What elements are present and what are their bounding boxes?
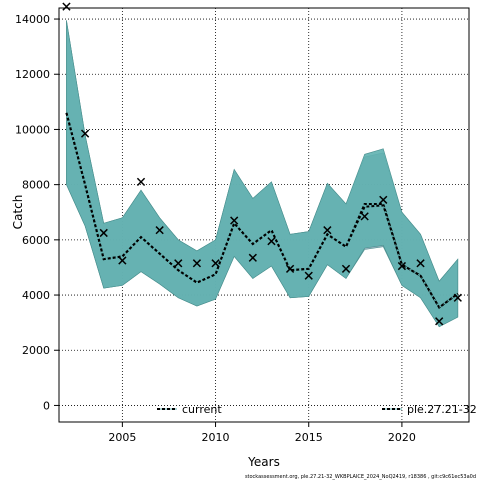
x-tick-label: 2010 bbox=[202, 431, 230, 444]
observed-point bbox=[379, 195, 388, 204]
y-tick-label: 2000 bbox=[22, 344, 50, 357]
observed-point bbox=[211, 259, 220, 268]
x-tick-label: 2005 bbox=[108, 431, 136, 444]
observed-markers bbox=[62, 2, 462, 326]
x-tick-label: 2015 bbox=[295, 431, 323, 444]
y-tick-label: 6000 bbox=[22, 234, 50, 247]
observed-point bbox=[136, 177, 146, 187]
observed-point bbox=[453, 293, 462, 302]
observed-point bbox=[397, 261, 407, 271]
median-line-accent-1 bbox=[65, 112, 459, 309]
observed-point bbox=[62, 2, 71, 11]
observed-point bbox=[341, 264, 351, 273]
y-tick-label: 0 bbox=[43, 399, 50, 412]
observed-point bbox=[80, 129, 90, 138]
observed-point bbox=[248, 253, 257, 262]
y-tick-label: 14000 bbox=[15, 13, 50, 26]
x-axis-title: Years bbox=[247, 455, 280, 469]
observed-point bbox=[99, 228, 108, 238]
legend-entry-1: ple.27.21-32 bbox=[382, 403, 477, 416]
observed-point bbox=[304, 271, 313, 280]
observed-point bbox=[118, 256, 127, 265]
legend-label: ple.27.21-32 bbox=[407, 403, 477, 416]
y-tick-label: 4000 bbox=[22, 289, 50, 302]
observed-point bbox=[155, 226, 164, 235]
legend-label: current bbox=[182, 403, 222, 416]
axis-ticks: 2005 2010 2015 2020 0 2000 4000 6000 8000 10000 12… bbox=[15, 13, 416, 444]
observed-point bbox=[285, 264, 295, 273]
y-tick-label: 8000 bbox=[22, 179, 50, 192]
observed-point bbox=[435, 317, 444, 326]
observed-point bbox=[360, 212, 369, 221]
observed-point bbox=[267, 237, 276, 246]
x-tick-label: 2020 bbox=[388, 431, 416, 444]
legend: current ple.27.21-32 bbox=[157, 403, 477, 416]
observed-point bbox=[230, 216, 239, 225]
legend-entry-0: current bbox=[157, 403, 222, 416]
confidence-bands bbox=[66, 20, 459, 328]
plot-frame bbox=[58, 7, 470, 423]
observed-point bbox=[174, 259, 183, 268]
footnote: stockassessment.org, ple.27.21-32_WKBPLA… bbox=[245, 474, 476, 480]
observed-point bbox=[192, 259, 202, 268]
observed-point bbox=[416, 259, 425, 268]
observed-point bbox=[323, 226, 332, 235]
y-tick-label: 10000 bbox=[15, 123, 50, 136]
y-tick-label: 12000 bbox=[15, 68, 50, 81]
confidence-band-0 bbox=[66, 20, 459, 328]
median-lines bbox=[65, 112, 459, 309]
y-axis-title: Catch bbox=[11, 195, 25, 230]
